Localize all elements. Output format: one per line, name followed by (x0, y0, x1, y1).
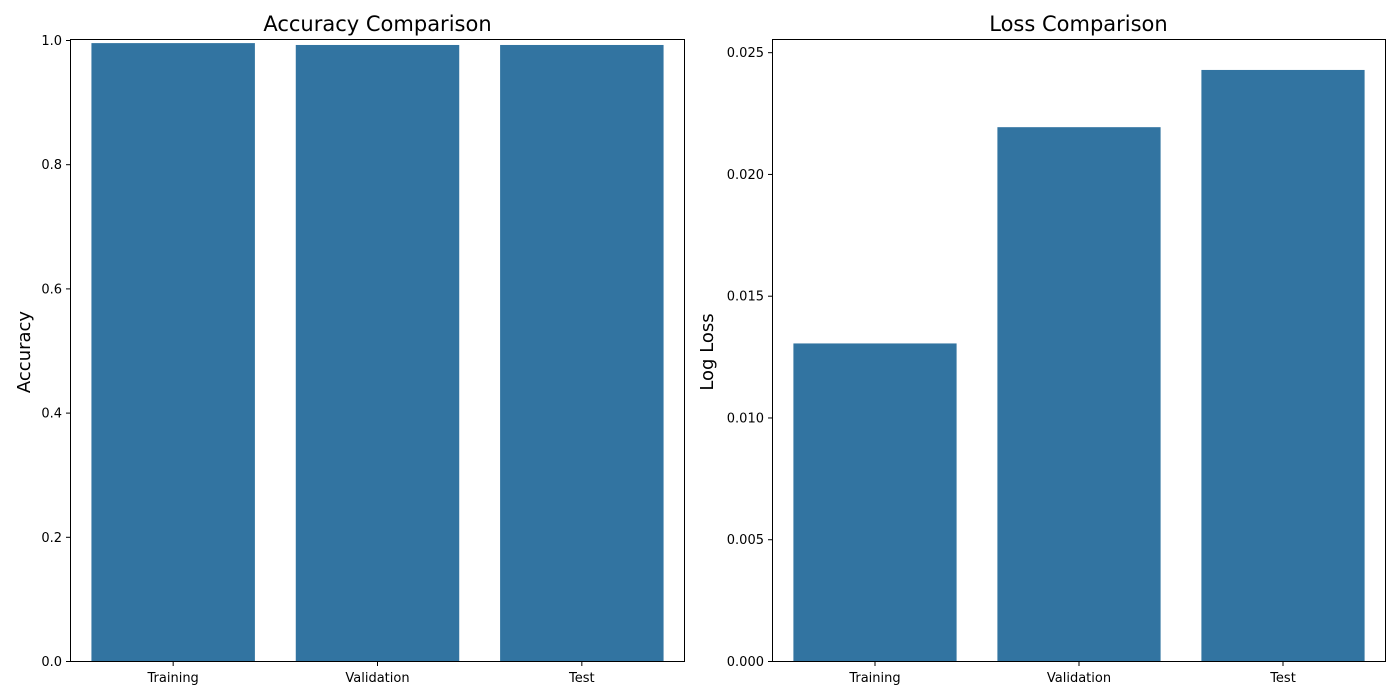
accuracy-chart: Accuracy Comparison Accuracy 0.00.20.40.… (14, 12, 685, 686)
loss-y-tick-label: 0.020 (727, 168, 764, 183)
loss-y-axis-label: Log Loss (697, 313, 718, 390)
accuracy-bar-validation (295, 44, 460, 662)
accuracy-bar-test (500, 44, 664, 662)
loss-axes-frame (772, 39, 1386, 662)
accuracy-y-tick-label: 0.6 (41, 282, 62, 297)
loss-bar-training (793, 343, 957, 661)
accuracy-chart-title: Accuracy Comparison (263, 12, 491, 36)
loss-bars (793, 69, 1365, 662)
loss-x-tick-label: Validation (1047, 671, 1111, 686)
accuracy-x-ticks: Training Validation Test (147, 661, 595, 686)
accuracy-axes-frame (70, 39, 685, 662)
loss-x-ticks: Training Validation Test (848, 661, 1296, 686)
accuracy-bar-training (91, 43, 255, 662)
loss-y-tick-label: 0.005 (727, 533, 764, 548)
accuracy-y-tick-label: 0.8 (41, 158, 62, 173)
loss-chart: Loss Comparison Log Loss 0.000 0.005 0.010… (697, 12, 1386, 686)
loss-y-tick-label: 0.000 (727, 655, 764, 670)
accuracy-y-tick-label: 0.2 (41, 531, 62, 546)
accuracy-x-tick-label: Training (147, 671, 199, 686)
accuracy-y-ticks: 0.0 0.2 0.4 0.6 0.8 1.0 (41, 34, 71, 670)
loss-y-tick-label: 0.015 (727, 290, 764, 305)
accuracy-x-tick-label: Test (568, 671, 595, 686)
accuracy-bars (91, 43, 664, 662)
loss-chart-title: Loss Comparison (989, 12, 1167, 36)
loss-y-tick-label: 0.010 (727, 411, 764, 426)
loss-bar-test (1201, 69, 1365, 661)
loss-y-ticks: 0.000 0.005 0.010 0.015 0.020 0.025 (727, 46, 773, 670)
accuracy-x-tick-label: Validation (345, 671, 409, 686)
loss-x-tick-label: Training (848, 671, 900, 686)
accuracy-y-tick-label: 1.0 (41, 34, 62, 49)
accuracy-y-tick-label: 0.4 (41, 407, 62, 422)
loss-bar-validation (997, 127, 1161, 662)
accuracy-y-axis-label: Accuracy (14, 311, 35, 394)
loss-x-tick-label: Test (1269, 671, 1296, 686)
accuracy-y-tick-label: 0.0 (41, 655, 62, 670)
loss-y-tick-label: 0.025 (727, 46, 764, 61)
